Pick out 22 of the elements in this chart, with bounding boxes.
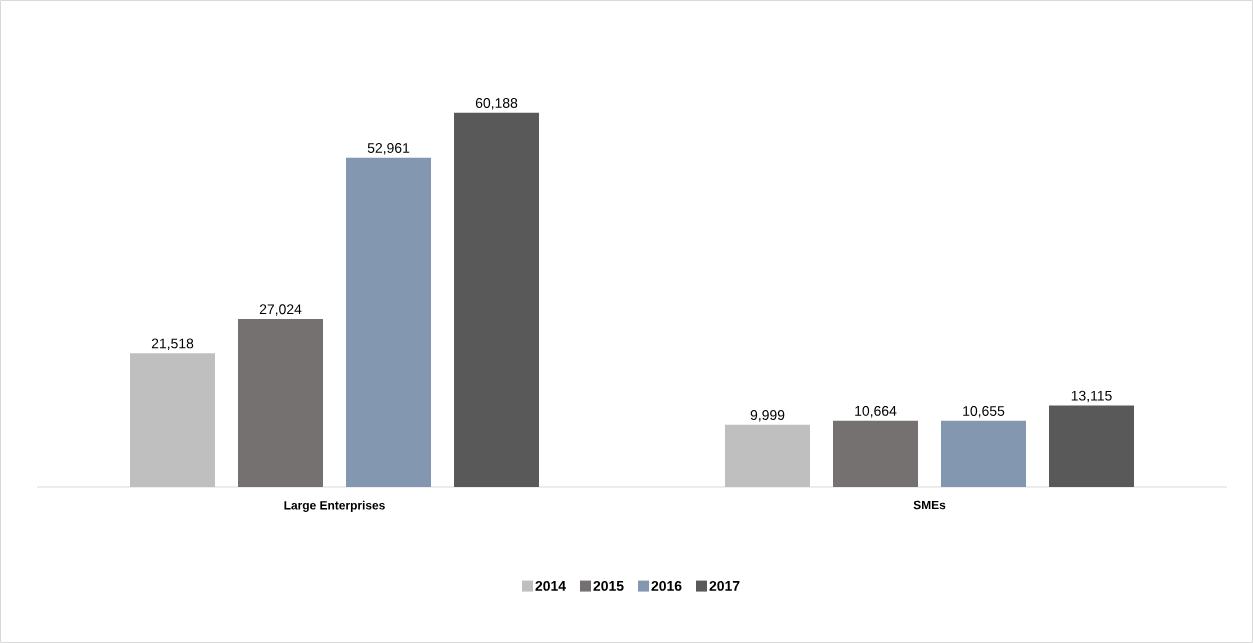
- bar: [238, 318, 324, 487]
- bar: [833, 420, 919, 487]
- data-label: 60,188: [475, 98, 518, 110]
- data-label: 10,664: [855, 405, 897, 418]
- data-label: 27,024: [259, 304, 302, 316]
- bar: [1049, 405, 1135, 487]
- data-label: 10,655: [963, 406, 1005, 418]
- bar: [346, 157, 432, 487]
- bar: [725, 424, 811, 487]
- data-label: 9,999: [750, 410, 785, 422]
- bar: [941, 420, 1027, 487]
- legend-label: 2014: [535, 580, 566, 591]
- data-label: 52,961: [367, 143, 410, 155]
- x-tick-label: Large Enterprises: [284, 500, 385, 512]
- legend-label: 2017: [709, 580, 740, 591]
- data-label: 13,115: [1071, 390, 1112, 403]
- legend-label: 2016: [651, 580, 682, 591]
- data-label: 21,518: [151, 338, 194, 351]
- legend-label: 2015: [593, 580, 624, 591]
- bar: [130, 353, 216, 487]
- bar: [454, 112, 540, 487]
- x-tick-label: SMEs: [913, 500, 946, 510]
